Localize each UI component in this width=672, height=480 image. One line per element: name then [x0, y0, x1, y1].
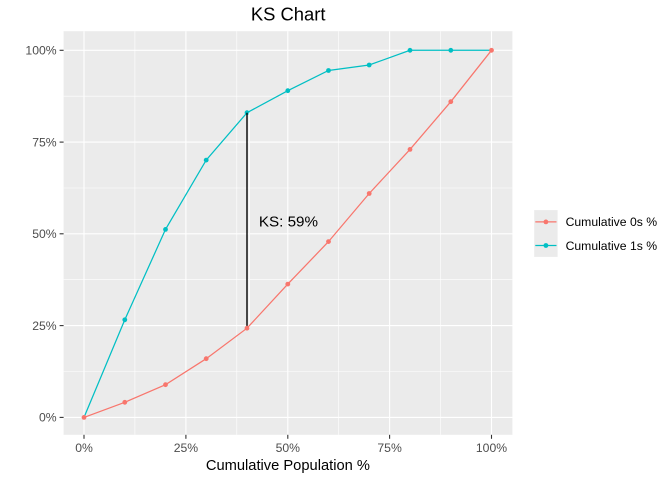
svg-text:75%: 75% — [377, 441, 402, 455]
svg-text:KS: 59%: KS: 59% — [259, 214, 318, 231]
svg-text:50%: 50% — [32, 227, 57, 241]
svg-text:100%: 100% — [25, 44, 56, 58]
svg-text:Cumulative 0s %: Cumulative 0s % — [566, 215, 658, 229]
svg-text:25%: 25% — [174, 441, 199, 455]
svg-text:KS Chart: KS Chart — [251, 4, 326, 25]
svg-text:Cumulative 1s %: Cumulative 1s % — [566, 239, 658, 253]
svg-text:0%: 0% — [39, 411, 57, 425]
svg-text:75%: 75% — [32, 135, 57, 149]
svg-text:50%: 50% — [276, 441, 301, 455]
svg-text:25%: 25% — [32, 319, 57, 333]
svg-text:0%: 0% — [75, 441, 93, 455]
svg-text:Cumulative Population %: Cumulative Population % — [206, 458, 370, 474]
svg-text:100%: 100% — [476, 441, 507, 455]
